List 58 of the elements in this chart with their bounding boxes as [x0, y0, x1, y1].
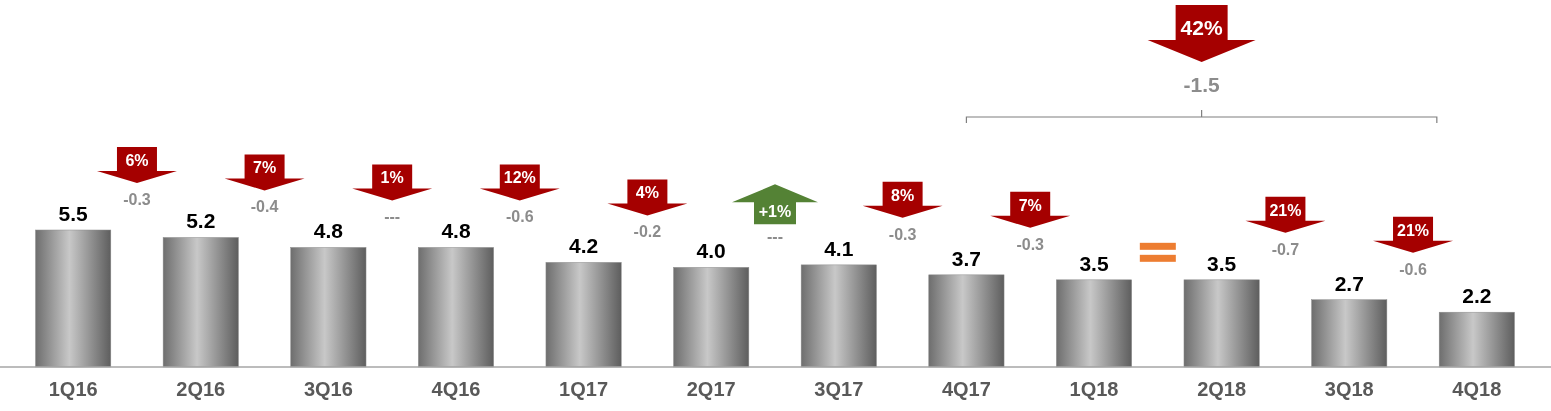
annotation: -0.3 — [1016, 235, 1045, 253]
bar — [1438, 311, 1515, 368]
text: 8% — [891, 186, 915, 204]
data-label: 2.2 — [1462, 284, 1492, 308]
annotation: --- — [767, 228, 783, 246]
text: -0.6 — [506, 208, 534, 226]
text: 1% — [380, 169, 404, 187]
bar — [800, 264, 877, 368]
x-tick-label: 1Q17 — [559, 378, 609, 400]
text: -0.4 — [250, 198, 279, 216]
data-label: 5.5 — [58, 202, 89, 225]
x-tick-label: 2Q17 — [686, 378, 736, 400]
text: +1% — [758, 203, 792, 221]
data-label: 4.1 — [824, 236, 854, 260]
data-label: 3.5 — [1079, 251, 1109, 275]
data-label: 2.7 — [1334, 271, 1364, 295]
x-tick-label: 4Q17 — [941, 378, 991, 400]
bar — [35, 229, 112, 368]
text: 21% — [1269, 201, 1302, 219]
text: 7% — [253, 159, 277, 177]
annotation: -0.3 — [888, 225, 917, 243]
x-tick-label: 1Q18 — [1069, 378, 1119, 400]
text: 12% — [503, 169, 536, 187]
annotation: -0.2 — [633, 223, 662, 241]
text: 42% — [1180, 16, 1223, 39]
data-label: 5.2 — [186, 209, 216, 233]
annotation: -0.7 — [1271, 240, 1300, 258]
bar — [1056, 279, 1132, 368]
annotation: -0.6 — [1399, 260, 1427, 278]
x-tick-label: 3Q16 — [303, 378, 353, 400]
text: --- — [384, 208, 401, 226]
text: -1.5 — [1183, 73, 1221, 96]
bar — [162, 237, 239, 368]
data-label: 4.0 — [696, 239, 726, 263]
x-tick-label: 4Q18 — [1452, 378, 1502, 400]
bar — [545, 262, 622, 368]
text: 6% — [125, 152, 149, 169]
data-label: 3.7 — [951, 246, 982, 270]
x-tick-label: 2Q16 — [176, 378, 226, 400]
text: -0.3 — [123, 191, 151, 208]
data-label: 4.2 — [568, 234, 599, 258]
text: 7% — [1018, 196, 1042, 214]
bar — [1183, 279, 1260, 368]
bar — [928, 274, 1005, 368]
data-label: 4.8 — [313, 219, 344, 243]
x-tick-label: 2Q18 — [1197, 378, 1247, 400]
text: 4% — [635, 184, 659, 202]
x-tick-label: 1Q16 — [48, 378, 98, 400]
bar — [290, 247, 367, 368]
data-label: 3.5 — [1207, 251, 1237, 275]
annotation: 21% — [1397, 221, 1430, 239]
x-tick-label: 4Q16 — [431, 378, 481, 400]
bar — [1311, 299, 1388, 368]
data-label: 4.8 — [441, 219, 471, 243]
x-tick-label: 3Q18 — [1324, 378, 1374, 400]
bar — [418, 247, 494, 368]
bar — [673, 267, 750, 368]
x-tick-label: 3Q17 — [814, 378, 864, 400]
